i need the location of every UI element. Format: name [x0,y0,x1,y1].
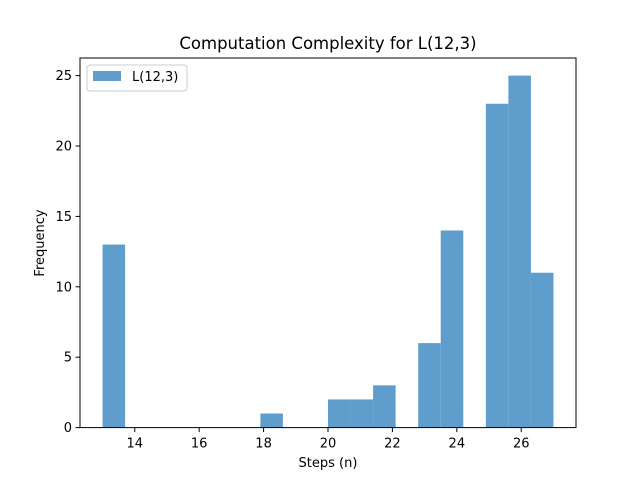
x-tick-label: 26 [513,437,530,452]
y-tick-label: 0 [64,421,72,436]
histogram-bar [373,385,396,428]
x-tick-label: 22 [384,437,401,452]
legend-swatch [93,71,121,81]
x-axis-ticks: 14 16 18 20 22 24 26 [126,427,530,452]
histogram-bar [102,244,126,428]
y-tick-label: 10 [55,280,72,295]
y-axis-ticks: 0 5 10 15 20 25 [55,69,80,436]
x-axis-label: Steps (n) [299,456,358,471]
x-tick-label: 20 [320,437,337,452]
x-tick-label: 16 [191,437,208,452]
y-axis-label: Frequency [33,209,48,276]
x-tick-label: 18 [255,437,272,452]
histogram-bar [508,75,531,428]
bars-layer [102,75,554,428]
y-tick-label: 20 [55,140,72,155]
y-tick-label: 25 [55,69,72,84]
histogram-bar [530,272,554,428]
chart-title: Computation Complexity for L(12,3) [179,34,476,53]
histogram-bar [485,103,509,428]
histogram-bar [328,399,351,428]
histogram-bar [260,413,283,428]
x-tick-label: 24 [449,437,466,452]
histogram-bar [418,343,441,428]
x-tick-label: 14 [126,437,143,452]
y-tick-label: 15 [55,210,72,225]
histogram-bar [440,230,464,428]
legend: L(12,3) [86,64,188,92]
legend-label: L(12,3) [132,70,178,85]
histogram-bar [350,399,374,428]
y-tick-label: 5 [64,351,72,366]
